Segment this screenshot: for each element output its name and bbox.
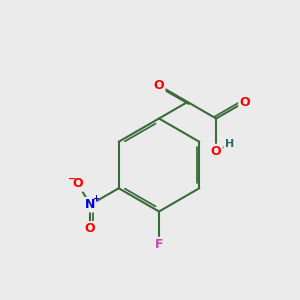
Text: F: F: [155, 238, 163, 251]
Text: +: +: [92, 194, 99, 203]
Text: O: O: [239, 95, 250, 109]
Text: H: H: [224, 139, 234, 149]
Text: O: O: [211, 145, 221, 158]
Text: −: −: [68, 174, 76, 184]
Text: O: O: [154, 79, 164, 92]
Text: O: O: [73, 178, 83, 190]
Text: O: O: [85, 222, 95, 235]
Text: N: N: [85, 198, 95, 211]
